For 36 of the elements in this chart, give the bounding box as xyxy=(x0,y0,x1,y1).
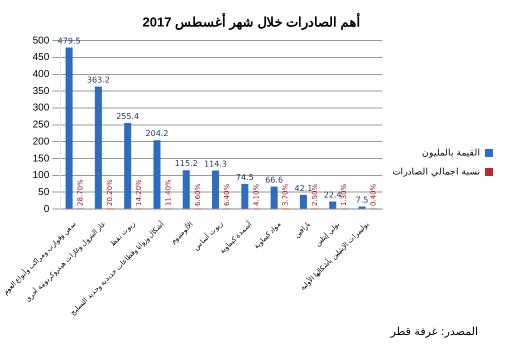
bar xyxy=(241,184,248,209)
bar xyxy=(300,194,307,209)
y-tick-label: 250 xyxy=(32,120,50,131)
data-label: 114.3 xyxy=(204,160,227,169)
bar xyxy=(124,123,132,209)
y-tick-label: 400 xyxy=(32,69,50,80)
legend-label: نسبة اجمالي الصادرات xyxy=(392,166,480,178)
legend-label: القيمة بالمليون xyxy=(422,147,480,158)
bar xyxy=(270,186,278,209)
bar xyxy=(212,170,220,209)
y-tick-label: 150 xyxy=(32,153,50,164)
y-tick-label: 500 xyxy=(32,35,50,46)
y-tick-label: 300 xyxy=(32,102,50,114)
text: المصدر: غرفة قطر xyxy=(390,325,478,338)
y-tick-label: 100 xyxy=(32,170,50,182)
data-label: 22.4 xyxy=(324,190,342,200)
bar xyxy=(153,140,160,209)
data-label: 7.5 xyxy=(356,196,368,205)
data-label: 363.2 xyxy=(86,76,110,85)
y-tick-label: 50 xyxy=(38,186,50,198)
chart-title: أهم الصادرات خلال شهر أغسطس 2017 xyxy=(142,13,360,30)
y-tick-label: 0 xyxy=(44,204,50,215)
bar xyxy=(66,48,73,209)
data-label: 115.2 xyxy=(174,159,198,168)
y-tick-label: 450 xyxy=(32,52,50,64)
data-label: 74.5 xyxy=(236,172,254,182)
data-label: 479.5 xyxy=(58,36,81,46)
y-tick-label: 350 xyxy=(32,86,50,97)
data-label: 42.1 xyxy=(294,184,312,193)
y-tick-label: 200 xyxy=(32,136,50,148)
bar xyxy=(329,201,336,209)
data-label: 204.2 xyxy=(146,129,168,138)
bar xyxy=(182,170,190,209)
bar xyxy=(94,86,102,209)
data-label: 66.6 xyxy=(265,176,284,185)
data-label: 255.4 xyxy=(116,112,140,121)
